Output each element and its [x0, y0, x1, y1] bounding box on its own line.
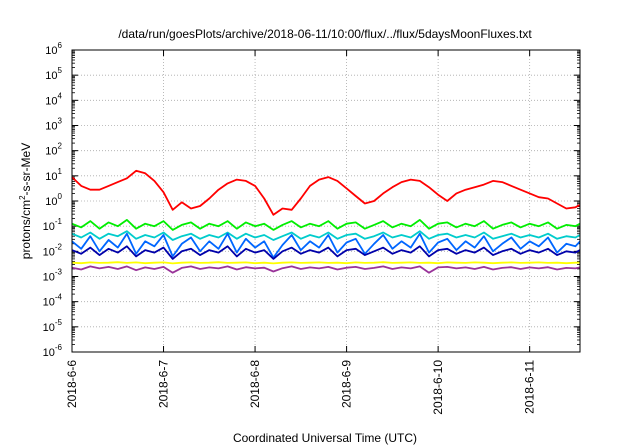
series-line-3 [71, 232, 581, 259]
y-tick-base: 10 [45, 196, 57, 208]
y-tick-labels: 10610510410310210110010-110-210-310-410-… [43, 41, 63, 359]
y-tick-base: 10 [45, 45, 57, 57]
y-tick-label: 105 [45, 66, 62, 82]
y-tick-exponent: -6 [55, 343, 63, 352]
y-tick-label: 101 [45, 167, 62, 183]
x-tick-labels: 2018-6-6 2018-6-7 2018-6-8 2018-6-9 2018-6-1… [65, 360, 537, 415]
y-tick-label: 10-5 [43, 318, 63, 334]
y-tick-base: 10 [45, 121, 57, 133]
series-line-0 [71, 169, 581, 216]
grid-lines [72, 50, 580, 352]
series-line-6 [71, 265, 581, 274]
y-tick-label: 104 [45, 91, 62, 107]
y-tick-exponent: -4 [55, 293, 63, 302]
y-tick-label: 103 [45, 117, 62, 133]
x-tick-label: 2018-6-10 [431, 360, 445, 415]
y-tick-exponent: 2 [58, 142, 63, 151]
y-axis-label: protons/cm2-s-sr-MeV [18, 143, 33, 259]
x-tick-label: 2018-6-9 [340, 360, 354, 408]
y-tick-base: 10 [43, 272, 55, 284]
y-tick-exponent: 1 [58, 167, 63, 176]
y-tick-label: 10-4 [43, 293, 63, 309]
series-line-5 [71, 261, 580, 265]
series-line-4 [71, 245, 581, 260]
y-tick-base: 10 [43, 322, 55, 334]
y-tick-base: 10 [45, 146, 57, 158]
y-tick-label: 10-3 [43, 268, 63, 284]
y-axis-label-main: protons/cm [19, 200, 33, 259]
y-tick-exponent: 5 [58, 66, 63, 75]
plot-frame [71, 49, 581, 353]
y-tick-base: 10 [43, 246, 55, 258]
y-tick-base: 10 [43, 221, 55, 233]
y-tick-exponent: -1 [55, 217, 63, 226]
x-tick-label: 2018-6-8 [248, 360, 262, 408]
y-tick-label: 10-6 [43, 343, 63, 359]
x-axis-label: Coordinated Universal Time (UTC) [233, 431, 417, 445]
y-tick-exponent: 0 [58, 192, 63, 201]
x-tick-label: 2018-6-6 [65, 360, 79, 408]
y-axis-label-exponent: 2 [18, 195, 27, 200]
y-tick-label: 100 [45, 192, 62, 208]
y-tick-exponent: 6 [58, 41, 63, 50]
data-series [71, 169, 581, 274]
y-tick-exponent: -3 [55, 268, 63, 277]
x-tick-label: 2018-6-11 [523, 360, 537, 414]
y-tick-exponent: 4 [58, 91, 63, 100]
y-tick-label: 10-2 [43, 242, 63, 258]
y-tick-label: 106 [45, 41, 62, 57]
y-tick-exponent: -5 [55, 318, 63, 327]
y-tick-exponent: 3 [58, 117, 63, 126]
series-line-2 [71, 230, 581, 241]
y-axis-label-tail: -s-sr-MeV [19, 143, 33, 196]
y-tick-base: 10 [43, 347, 55, 359]
y-tick-base: 10 [45, 70, 57, 82]
y-tick-label: 10-1 [43, 217, 63, 233]
x-tick-label: 2018-6-7 [157, 360, 171, 408]
y-tick-base: 10 [43, 297, 55, 309]
y-tick-base: 10 [45, 171, 57, 183]
chart-title: /data/run/goesPlots/archive/2018-06-11/1… [118, 27, 532, 41]
y-tick-label: 102 [45, 142, 62, 158]
axis-ticks [71, 49, 580, 353]
series-line-1 [71, 219, 581, 231]
y-tick-base: 10 [45, 95, 57, 107]
y-tick-exponent: -2 [55, 242, 63, 251]
